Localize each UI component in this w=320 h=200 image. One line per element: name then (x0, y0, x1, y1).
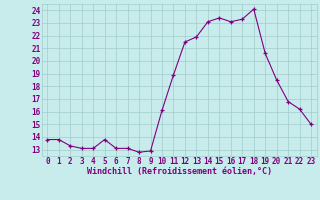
X-axis label: Windchill (Refroidissement éolien,°C): Windchill (Refroidissement éolien,°C) (87, 167, 272, 176)
